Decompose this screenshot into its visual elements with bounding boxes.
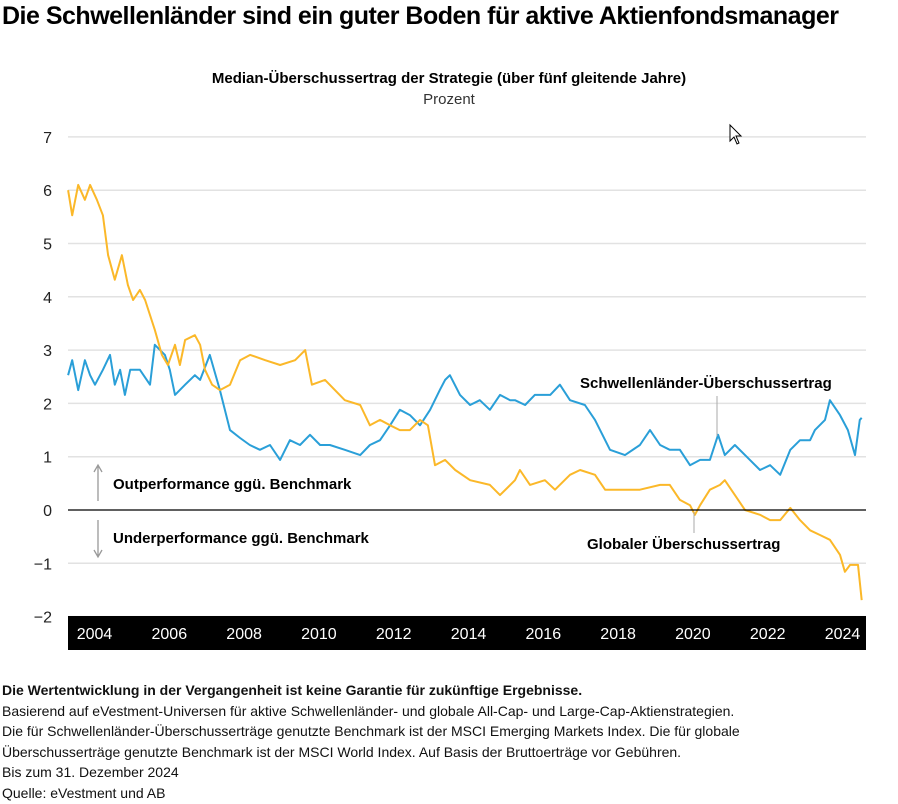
y-tick-label: −1	[34, 556, 52, 573]
chart-title: Median-Überschussertrag der Strategie (ü…	[211, 70, 687, 87]
page-title: Die Schwellenländer sind ein guter Boden…	[2, 2, 839, 30]
y-tick-label: 0	[43, 503, 52, 520]
x-tick-label: 2014	[451, 626, 487, 643]
footer: Die Wertentwicklung in der Vergangenheit…	[2, 680, 740, 803]
disclaimer: Die Wertentwicklung in der Vergangenheit…	[2, 682, 583, 698]
line-chart: −2 −1 0 1 2 3 4 5 6 7 2004 2006 2008 2010 2012 2014 2016…	[34, 123, 866, 650]
chart-unit: Prozent	[423, 91, 475, 108]
annotation-outperformance: Outperformance ggü. Benchmark	[113, 476, 352, 493]
x-tick-label: 2004	[77, 626, 113, 643]
footer-line: Basierend auf eVestment-Universen für ak…	[2, 702, 735, 719]
annotation-underperformance: Underperformance ggü. Benchmark	[113, 530, 370, 547]
series-label-emerging: Schwellenländer-Überschussertrag	[580, 375, 832, 392]
footer-line: Überschusserträge genutzte Benchmark ist…	[2, 743, 682, 760]
arrow-down-icon	[93, 520, 103, 559]
mouse-cursor-icon	[729, 123, 743, 145]
y-tick-label: 5	[43, 237, 52, 254]
x-tick-label: 2024	[825, 626, 861, 643]
x-tick-label: 2016	[526, 626, 562, 643]
y-tick-label: 1	[43, 450, 52, 467]
footer-line: Bis zum 31. Dezember 2024	[2, 764, 179, 780]
y-tick-label: 2	[43, 396, 52, 413]
series-line-global	[67, 183, 863, 601]
x-axis-band	[68, 616, 866, 650]
x-tick-label: 2006	[152, 626, 188, 643]
y-tick-label: −2	[34, 610, 52, 627]
footer-line: Quelle: eVestment und AB	[2, 784, 166, 801]
series-label-global: Globaler Überschussertrag	[587, 536, 780, 553]
y-tick-label: 7	[43, 130, 52, 147]
x-tick-label: 2018	[600, 626, 636, 643]
y-tick-label: 3	[43, 343, 52, 360]
series-line-emerging	[67, 343, 863, 476]
x-tick-label: 2010	[301, 626, 337, 643]
footer-line: Die für Schwellenländer-Überschusserträg…	[2, 723, 740, 739]
x-tick-label: 2020	[675, 626, 711, 643]
x-tick-label: 2012	[376, 626, 412, 643]
y-tick-label: 4	[43, 290, 52, 307]
y-tick-label: 6	[43, 183, 52, 200]
x-tick-label: 2022	[750, 626, 786, 643]
x-tick-label: 2008	[226, 626, 262, 643]
arrow-up-icon	[93, 463, 103, 501]
